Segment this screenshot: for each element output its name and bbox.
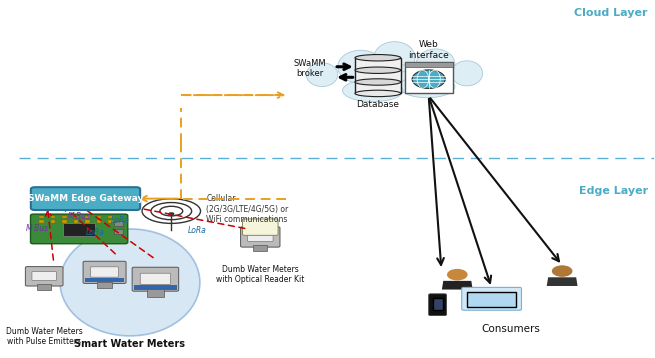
Text: Cloud Layer: Cloud Layer — [574, 8, 648, 18]
Ellipse shape — [451, 61, 483, 86]
FancyBboxPatch shape — [90, 267, 119, 277]
FancyBboxPatch shape — [108, 220, 113, 223]
FancyBboxPatch shape — [108, 216, 113, 218]
Text: Cellular
(2G/3G/LTE/4G/5G) or
WiFi communications: Cellular (2G/3G/LTE/4G/5G) or WiFi commu… — [206, 194, 288, 224]
Ellipse shape — [338, 50, 384, 83]
FancyBboxPatch shape — [147, 289, 164, 296]
FancyBboxPatch shape — [240, 227, 280, 247]
Text: Database: Database — [356, 100, 400, 109]
FancyBboxPatch shape — [37, 284, 51, 290]
Circle shape — [447, 269, 468, 280]
FancyBboxPatch shape — [39, 216, 44, 218]
FancyBboxPatch shape — [26, 267, 63, 286]
FancyBboxPatch shape — [39, 220, 44, 223]
FancyBboxPatch shape — [405, 62, 453, 92]
FancyBboxPatch shape — [83, 261, 126, 284]
FancyBboxPatch shape — [85, 278, 124, 282]
Ellipse shape — [355, 79, 401, 85]
Text: Edge Layer: Edge Layer — [579, 186, 648, 196]
Ellipse shape — [355, 90, 401, 97]
FancyBboxPatch shape — [62, 220, 67, 223]
FancyBboxPatch shape — [51, 216, 55, 218]
Ellipse shape — [307, 63, 338, 87]
Text: Dumb Water Meters
with Pulse Emitters: Dumb Water Meters with Pulse Emitters — [6, 327, 83, 347]
FancyBboxPatch shape — [74, 216, 78, 218]
FancyBboxPatch shape — [462, 287, 521, 310]
FancyBboxPatch shape — [140, 273, 170, 284]
FancyBboxPatch shape — [85, 220, 90, 223]
FancyBboxPatch shape — [467, 292, 516, 308]
FancyBboxPatch shape — [97, 282, 113, 288]
FancyBboxPatch shape — [242, 219, 278, 235]
FancyBboxPatch shape — [405, 62, 453, 67]
Ellipse shape — [355, 67, 401, 73]
Ellipse shape — [416, 49, 455, 79]
FancyBboxPatch shape — [51, 220, 55, 223]
FancyBboxPatch shape — [114, 228, 123, 234]
Text: SWaMM
broker: SWaMM broker — [293, 59, 326, 78]
Ellipse shape — [356, 65, 438, 92]
FancyBboxPatch shape — [85, 216, 90, 218]
FancyBboxPatch shape — [74, 220, 78, 223]
FancyBboxPatch shape — [97, 220, 101, 223]
Ellipse shape — [374, 42, 415, 73]
FancyBboxPatch shape — [31, 187, 140, 210]
Text: LoRa: LoRa — [86, 228, 104, 237]
Text: M·Bus: M·Bus — [67, 212, 90, 221]
FancyBboxPatch shape — [31, 214, 128, 244]
Circle shape — [552, 265, 572, 277]
FancyBboxPatch shape — [132, 267, 179, 291]
FancyBboxPatch shape — [253, 245, 267, 251]
Text: Web
interface: Web interface — [408, 40, 449, 60]
FancyBboxPatch shape — [32, 271, 56, 281]
Ellipse shape — [60, 229, 200, 336]
FancyBboxPatch shape — [62, 216, 67, 218]
Text: Smart Water Meters: Smart Water Meters — [75, 339, 185, 349]
Ellipse shape — [343, 79, 403, 102]
FancyBboxPatch shape — [355, 58, 401, 93]
Ellipse shape — [400, 75, 455, 98]
FancyBboxPatch shape — [97, 216, 101, 218]
Text: SWaMM Edge Gateway: SWaMM Edge Gateway — [28, 194, 143, 203]
Text: LoRa: LoRa — [187, 226, 206, 235]
Text: Consumers: Consumers — [482, 324, 541, 334]
Circle shape — [412, 70, 445, 88]
Ellipse shape — [355, 54, 401, 61]
FancyBboxPatch shape — [428, 294, 447, 316]
FancyBboxPatch shape — [64, 223, 95, 236]
Polygon shape — [547, 277, 578, 286]
FancyBboxPatch shape — [114, 221, 123, 226]
FancyBboxPatch shape — [432, 298, 443, 310]
Text: Dumb Water Meters
with Optical Reader Kit: Dumb Water Meters with Optical Reader Ki… — [216, 265, 305, 284]
FancyBboxPatch shape — [248, 232, 273, 241]
Text: M·Bus: M·Bus — [26, 224, 49, 233]
Circle shape — [168, 212, 174, 216]
FancyBboxPatch shape — [134, 285, 177, 290]
Polygon shape — [442, 281, 473, 290]
Text: LoRa: LoRa — [111, 216, 130, 224]
